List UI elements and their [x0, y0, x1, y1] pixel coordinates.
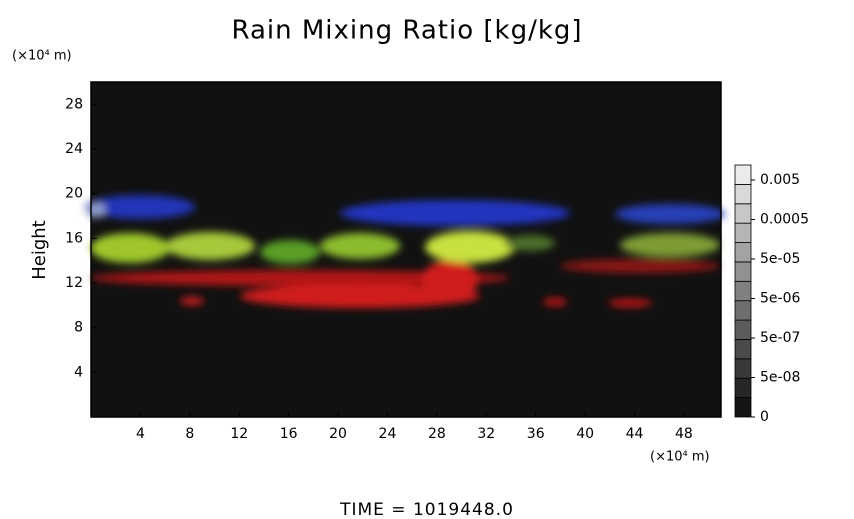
green-region — [165, 232, 255, 260]
time-annotation: TIME = 1019448.0 — [339, 500, 514, 519]
y-axis-label: Height — [29, 220, 50, 280]
colorbar-swatch — [734, 242, 752, 263]
x-tick-label: 44 — [626, 426, 644, 442]
chart-title: Rain Mixing Ratio [kg/kg] — [231, 16, 582, 46]
field-image — [85, 195, 725, 308]
y-tick-label: 8 — [74, 320, 83, 336]
x-tick-label: 28 — [428, 426, 446, 442]
x-tick-label: 16 — [280, 426, 298, 442]
colorbar-label: 0.0005 — [760, 212, 809, 228]
red-region — [240, 284, 480, 308]
blue-region — [615, 204, 725, 224]
blue-region — [85, 195, 195, 219]
colorbar-swatch — [734, 300, 752, 321]
green-region — [260, 240, 320, 264]
green-region — [90, 233, 170, 263]
colorbar-swatch — [734, 319, 752, 340]
red-region — [422, 260, 478, 300]
x-tick-label: 24 — [379, 426, 397, 442]
y-tick-label: 12 — [65, 275, 83, 291]
red-region — [560, 259, 720, 273]
x-tick-label: 36 — [527, 426, 545, 442]
colorbar-label: 0 — [760, 409, 769, 425]
x-tick-label: 12 — [230, 426, 248, 442]
x-tick-label: 40 — [576, 426, 594, 442]
blue-region — [86, 202, 106, 218]
colorbar-swatch — [734, 164, 752, 185]
colorbar-label: 5e-08 — [760, 370, 800, 386]
red-region — [608, 299, 652, 307]
y-tick-label: 20 — [65, 186, 83, 202]
x-tick-label: 32 — [477, 426, 495, 442]
colorbar-swatch — [734, 397, 752, 418]
red-region — [180, 297, 204, 305]
green-region — [320, 233, 400, 259]
green-region — [620, 233, 720, 257]
x-tick-label: 48 — [675, 426, 693, 442]
y-tick-label: 28 — [65, 96, 83, 112]
colorbar-label: 5e-07 — [760, 330, 800, 346]
x-tick-label: 8 — [185, 426, 194, 442]
colorbar-swatch — [734, 203, 752, 224]
x-tick-label: 4 — [136, 426, 145, 442]
colorbar-swatch — [734, 339, 752, 360]
colorbar-swatch — [734, 183, 752, 205]
y-tick-label: 4 — [74, 364, 83, 380]
colorbar-swatch — [734, 261, 752, 282]
colorbar-swatch — [734, 222, 752, 243]
colorbar-swatch — [734, 280, 752, 302]
red-region — [90, 270, 510, 286]
colorbar-swatch — [734, 377, 752, 399]
green-region — [505, 235, 555, 251]
red-region — [543, 298, 567, 306]
green-region — [425, 231, 515, 263]
x-unit: (×10⁴ m) — [650, 450, 710, 465]
colorbar-swatch — [734, 358, 752, 379]
blue-region — [340, 200, 570, 226]
y-tick-label: 24 — [65, 141, 83, 157]
colorbar-label: 5e-06 — [760, 291, 800, 307]
colorbar-label: 5e-05 — [760, 251, 800, 267]
y-unit: (×10⁴ m) — [12, 49, 72, 64]
x-tick-label: 20 — [329, 426, 347, 442]
colorbar-label: 0.005 — [760, 172, 800, 188]
y-tick-label: 16 — [65, 230, 83, 246]
plot-frame — [90, 81, 722, 418]
